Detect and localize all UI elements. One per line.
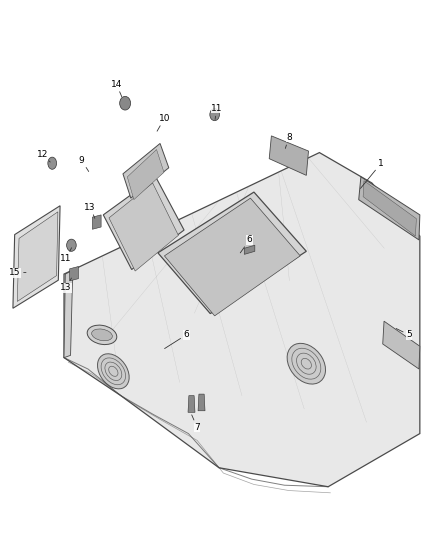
Polygon shape [383,321,420,369]
Polygon shape [70,266,78,281]
Ellipse shape [287,343,325,384]
Text: 10: 10 [157,114,170,131]
Polygon shape [123,143,169,198]
Text: 12: 12 [36,150,50,162]
Text: 9: 9 [78,156,89,172]
Ellipse shape [67,239,76,252]
Polygon shape [188,395,195,413]
Polygon shape [109,183,178,271]
Ellipse shape [120,96,131,110]
Ellipse shape [210,109,219,120]
Polygon shape [158,192,306,313]
Ellipse shape [48,157,57,169]
Text: 7: 7 [192,415,200,432]
Ellipse shape [87,325,117,344]
Polygon shape [164,198,300,316]
Text: 14: 14 [111,80,122,97]
Polygon shape [92,215,101,229]
Polygon shape [127,150,164,200]
Polygon shape [17,212,58,302]
Text: 11: 11 [60,248,72,263]
Text: 6: 6 [165,330,189,349]
Polygon shape [198,394,205,411]
Text: 6: 6 [240,236,252,253]
Polygon shape [64,270,73,358]
Text: 5: 5 [396,328,412,340]
Polygon shape [359,177,420,240]
Polygon shape [64,152,420,487]
Polygon shape [269,136,308,175]
Polygon shape [244,245,255,254]
Ellipse shape [92,329,112,341]
Ellipse shape [98,354,129,389]
Text: 15: 15 [9,268,26,277]
Polygon shape [363,181,417,236]
Text: 11: 11 [211,104,223,119]
Text: 13: 13 [85,203,96,219]
Polygon shape [13,206,60,308]
Text: 1: 1 [360,159,383,188]
Text: 8: 8 [285,133,292,148]
Polygon shape [103,177,184,270]
Text: 13: 13 [60,278,72,292]
